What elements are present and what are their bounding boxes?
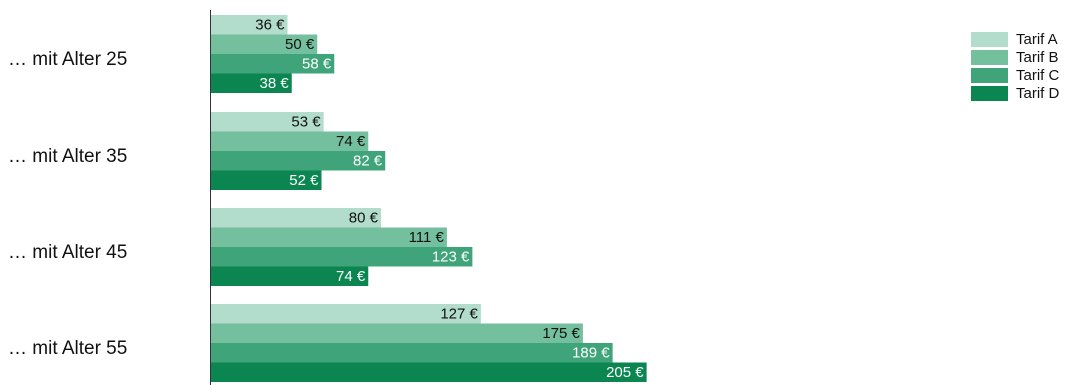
bar-value-label: 74 €	[336, 133, 366, 150]
bar-value-label: 36 €	[255, 17, 285, 34]
bar-tarif-a	[211, 208, 381, 228]
legend-label: Tarif B	[1016, 49, 1059, 66]
bar-tarif-b	[211, 34, 318, 54]
bar-value-label: 205 €	[606, 364, 644, 381]
bar-tarif-d	[211, 73, 292, 93]
category-labels: … mit Alter 25 … mit Alter 35 … mit Alter …	[8, 49, 127, 359]
bar-value-label: 58 €	[302, 56, 332, 73]
bar-value-label: 123 €	[432, 249, 470, 266]
bar-value-label: 38 €	[260, 75, 290, 92]
bar-tarif-a	[211, 304, 481, 324]
legend-swatch	[971, 68, 1008, 83]
bar-tarif-c	[211, 343, 613, 363]
category-label: … mit Alter 45	[8, 242, 127, 263]
bar-value-label: 175 €	[542, 325, 580, 342]
category-label: … mit Alter 25	[8, 49, 127, 70]
legend-swatch	[971, 86, 1008, 101]
bar-value-label: 127 €	[440, 306, 478, 323]
bar-value-label: 80 €	[349, 210, 379, 227]
bar-tarif-d	[211, 266, 369, 286]
legend-swatch	[971, 50, 1008, 65]
legend-swatch	[971, 32, 1008, 47]
bar-value-label: 111 €	[409, 229, 445, 246]
bar-tarif-c	[211, 151, 386, 171]
bar-tarif-d	[211, 362, 647, 382]
bar-tarif-b	[211, 227, 447, 247]
bar-value-label: 82 €	[353, 153, 383, 170]
bar-value-label: 52 €	[289, 172, 319, 189]
bar-value-label: 74 €	[336, 268, 366, 285]
bars-group: 36 €50 € 58 € 38 € 53 € 74 € 82 € 52 € 80 € 111 …	[211, 15, 647, 382]
legend-label: Tarif A	[1016, 31, 1058, 48]
bar-tarif-b	[211, 131, 369, 151]
bar-tarif-a	[211, 112, 324, 132]
bar-value-label: 53 €	[291, 114, 321, 131]
bar-value-label: 50 €	[285, 36, 315, 53]
bar-tarif-c	[211, 54, 335, 74]
category-label: … mit Alter 55	[8, 338, 127, 359]
bar-value-label: 189 €	[572, 345, 610, 362]
bar-tarif-a	[211, 15, 288, 35]
legend-label: Tarif C	[1016, 67, 1060, 84]
category-label: … mit Alter 35	[8, 146, 127, 167]
bar-tarif-d	[211, 170, 322, 190]
bar-tarif-b	[211, 323, 583, 343]
bar-tarif-c	[211, 247, 473, 267]
legend-label: Tarif D	[1016, 85, 1060, 102]
